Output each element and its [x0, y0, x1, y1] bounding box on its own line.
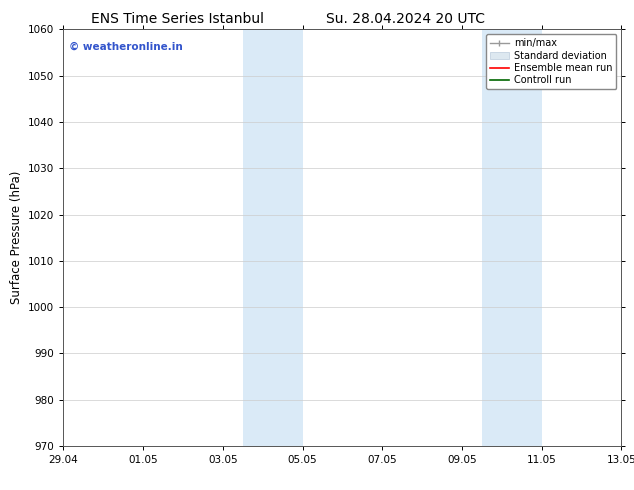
- Bar: [243, 29, 302, 446]
- Text: ENS Time Series Istanbul: ENS Time Series Istanbul: [91, 12, 264, 26]
- Bar: [482, 29, 541, 446]
- Text: © weatheronline.in: © weatheronline.in: [69, 42, 183, 52]
- Legend: min/max, Standard deviation, Ensemble mean run, Controll run: min/max, Standard deviation, Ensemble me…: [486, 34, 616, 89]
- Y-axis label: Surface Pressure (hPa): Surface Pressure (hPa): [10, 171, 23, 304]
- Text: Su. 28.04.2024 20 UTC: Su. 28.04.2024 20 UTC: [327, 12, 485, 26]
